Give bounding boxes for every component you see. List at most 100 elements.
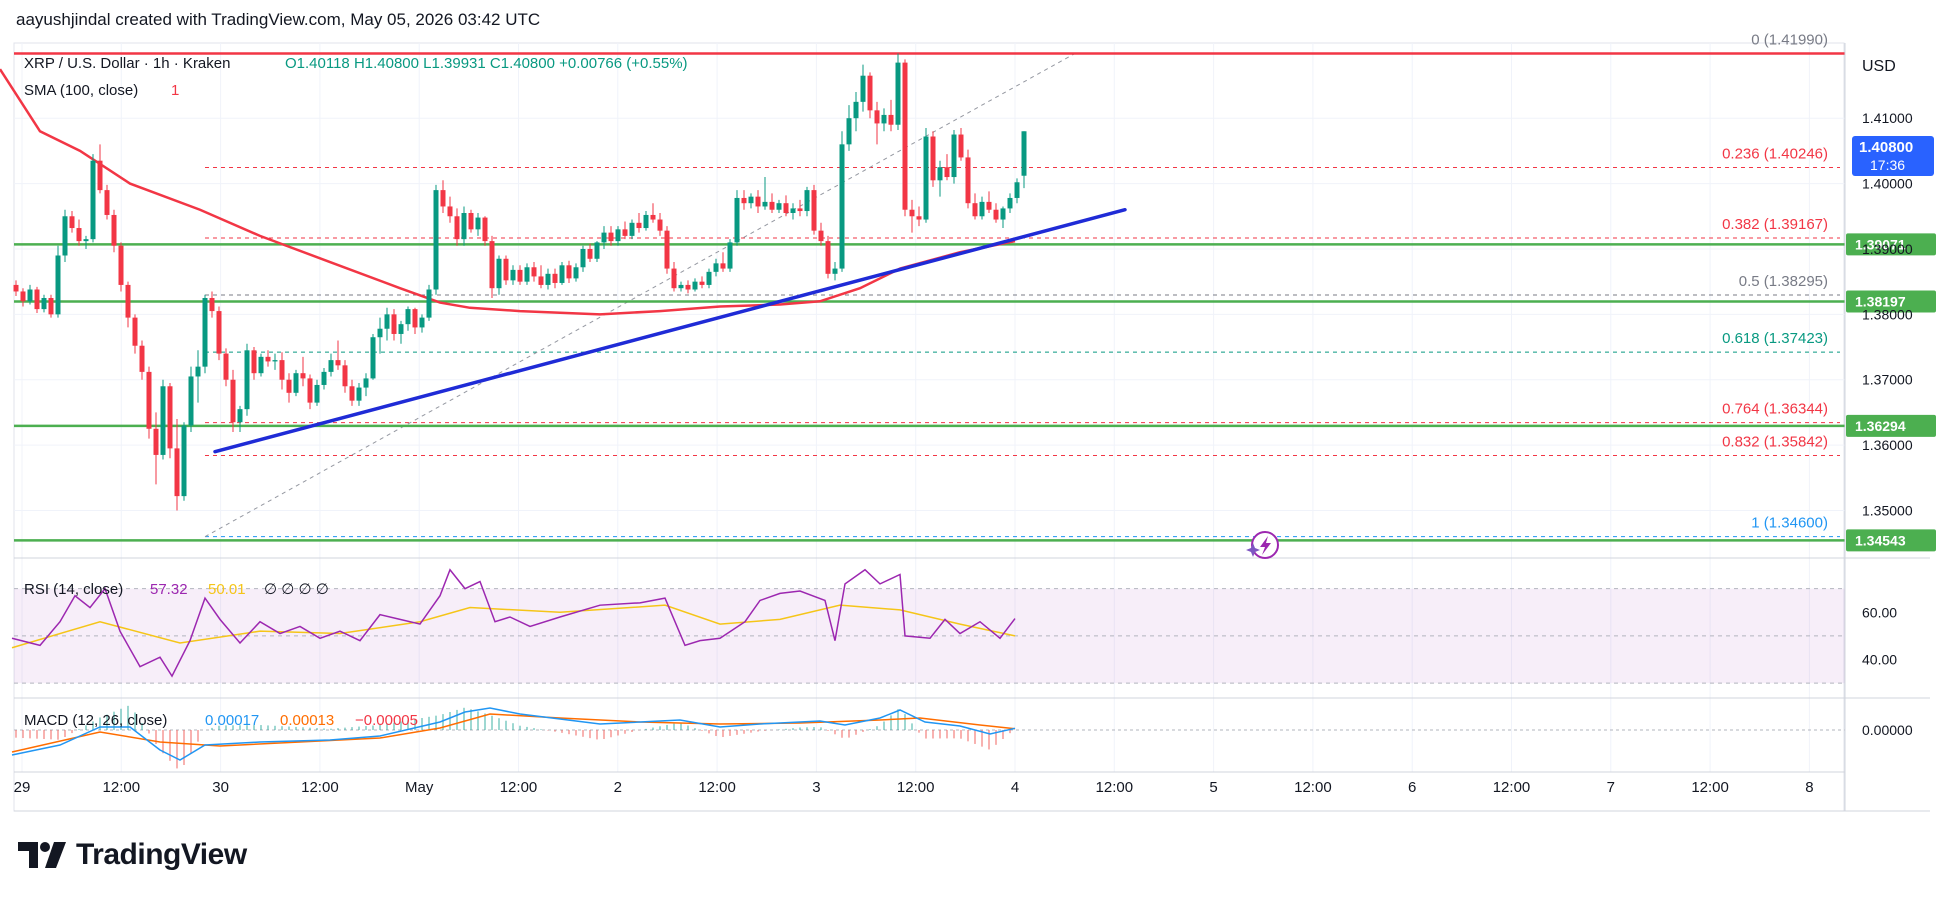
candle-body [405, 309, 411, 325]
candle-body [972, 203, 978, 217]
candle-body [237, 409, 243, 423]
lightning-icon[interactable] [1246, 531, 1279, 559]
time-tick-label: 6 [1408, 779, 1416, 796]
candle-body [83, 239, 89, 242]
candle-body [573, 267, 579, 279]
last-price-value: 1.40800 [1859, 139, 1913, 156]
time-tick-label: 4 [1011, 779, 1019, 796]
tradingview-logo-text: TradingView [76, 838, 247, 871]
tradingview-logo-icon [18, 842, 66, 868]
candle-body [825, 241, 831, 274]
chart-canvas[interactable]: 0 (1.41990) 0.236 (1.40246) 0.382 (1.39167… [0, 0, 1950, 830]
price-tick-label: 1.37000 [1862, 372, 1913, 388]
candle-body [258, 356, 264, 374]
price-grid [13, 42, 1845, 812]
candle-body [615, 229, 621, 242]
symbol-legend[interactable]: XRP / U.S. Dollar · 1h · Kraken [24, 55, 230, 72]
candle-body [692, 281, 698, 290]
candle-body [482, 217, 488, 242]
fib-level-label: 0.618 (1.37423) [1722, 330, 1828, 347]
price-tick-label: 1.39000 [1862, 241, 1913, 257]
candle-body [734, 197, 740, 243]
candle-body [167, 386, 173, 449]
candle-body [398, 324, 404, 334]
candle-body [153, 428, 159, 455]
candle-body [769, 201, 775, 210]
macd-pane [11, 705, 1845, 769]
candle-body [34, 289, 40, 310]
candle-body [377, 328, 383, 338]
candle-body [223, 353, 229, 380]
candle-body [937, 167, 943, 181]
candle-body [867, 75, 873, 111]
time-tick-label: 12:00 [1493, 779, 1531, 796]
rsi-legend-value: 57.32 [150, 581, 188, 598]
candle-body [55, 255, 61, 315]
candle-body [741, 197, 747, 204]
level-tag [1846, 414, 1936, 437]
candle-body [811, 190, 817, 231]
candle-body [951, 134, 957, 178]
candle-body [146, 371, 152, 429]
time-tick-label: 12:00 [1294, 779, 1332, 796]
time-tick-label: 12:00 [500, 779, 538, 796]
time-tick-label: 12:00 [301, 779, 339, 796]
candle-body [818, 230, 824, 242]
fib-level-label: 0.236 (1.40246) [1722, 145, 1828, 162]
candle-body [300, 373, 306, 379]
rsi-tick-label: 40.00 [1862, 652, 1897, 668]
candle-body [720, 263, 726, 269]
price-tick-label: 1.41000 [1862, 110, 1913, 126]
candle-body [622, 229, 628, 236]
candle-body [566, 265, 572, 279]
currency-label[interactable]: USD [1862, 58, 1896, 75]
time-tick-label: 12:00 [1096, 779, 1134, 796]
candle-body [419, 317, 425, 328]
candle-body [643, 214, 649, 229]
candle-body [244, 350, 250, 410]
candle-body [412, 309, 418, 328]
candle-body [860, 75, 866, 102]
candle-body [657, 219, 663, 231]
candle-body [328, 360, 334, 372]
level-tag-value: 1.38197 [1855, 293, 1906, 309]
candle-body [69, 216, 75, 229]
time-tick-label: 30 [212, 779, 229, 796]
macd-legend-value: 0.00017 [205, 712, 259, 729]
rsi-legend[interactable]: RSI (14, close) [24, 581, 123, 598]
candle-body [251, 350, 257, 374]
candle-body [342, 365, 348, 387]
candle-body [559, 265, 565, 283]
level-tag-value: 1.36294 [1855, 418, 1906, 434]
candle-body [650, 214, 656, 220]
candle-body [13, 284, 19, 292]
candle-body [489, 241, 495, 289]
horizontal-levels[interactable]: 1.39071 1.38197 1.36294 1.34543 [14, 52, 1936, 552]
candle-body [727, 242, 733, 269]
candle-body [293, 373, 299, 393]
candle-body [538, 276, 544, 285]
sma-legend-value: 1 [171, 82, 179, 99]
time-tick-label: 29 [14, 779, 31, 796]
macd-tick-label: 0.00000 [1862, 722, 1913, 738]
candle-body [881, 114, 887, 124]
candle-body [790, 208, 796, 213]
candle-body [230, 379, 236, 423]
candle-body [132, 317, 138, 346]
candle-body [524, 267, 530, 282]
level-tag [1846, 529, 1936, 552]
tradingview-logo[interactable]: TradingView [18, 838, 247, 872]
sma-line [0, 68, 1016, 316]
candle-body [209, 298, 215, 312]
candle-body [762, 201, 768, 207]
candle-body [279, 360, 285, 380]
macd-signal-value: 0.00013 [280, 712, 334, 729]
price-tick-label: 1.36000 [1862, 437, 1913, 453]
candle-body [965, 157, 971, 204]
trend-line[interactable] [213, 207, 1127, 454]
macd-legend[interactable]: MACD (12, 26, close) [24, 712, 167, 729]
fibonacci-retracement[interactable]: 0 (1.41990) 0.236 (1.40246) 0.382 (1.39167… [204, 31, 1840, 538]
sma-legend[interactable]: SMA (100, close) [24, 82, 138, 99]
candle-body [713, 263, 719, 272]
time-tick-label: 12:00 [1691, 779, 1729, 796]
